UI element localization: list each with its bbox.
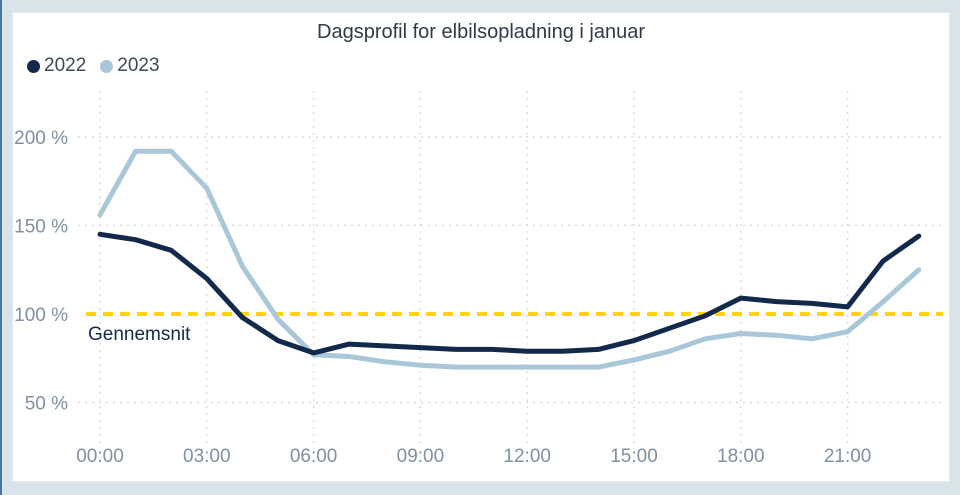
x-axis-tick-label: 09:00	[397, 446, 445, 467]
legend-label-2023: 2023	[117, 55, 160, 76]
x-axis-tick-label: 21:00	[824, 446, 872, 467]
legend-item-2023[interactable]: 2023	[100, 55, 160, 77]
legend-item-2022[interactable]: 2022	[27, 55, 86, 77]
line-chart: 00:00 03:00 06:00 09:00 12:00 15:00 18:00 21:00…	[14, 91, 943, 467]
legend-dot-2022-icon	[27, 59, 40, 73]
x-axis-tick-label: 03:00	[183, 446, 231, 467]
chart-legend: 2022 2023	[27, 55, 160, 77]
y-axis-tick-label: 200 %	[14, 128, 68, 149]
y-axis-tick-label: 50 %	[25, 394, 68, 415]
average-line-label: Gennemsnit	[88, 324, 191, 345]
x-axis-tick-label: 18:00	[717, 446, 765, 467]
x-axis-tick-label: 15:00	[610, 446, 658, 467]
x-axis-tick-label: 12:00	[503, 446, 551, 467]
y-axis-tick-label: 100 %	[14, 305, 68, 326]
chart-title: Dagsprofil for elbilsopladning i januar	[317, 21, 645, 43]
legend-dot-2023-icon	[100, 59, 114, 73]
series-line-2022	[97, 231, 922, 356]
x-axis-tick-label: 00:00	[76, 446, 124, 467]
y-axis-tick-label: 150 %	[14, 217, 68, 238]
x-axis-tick-label: 06:00	[290, 446, 338, 467]
series-line-2023	[97, 148, 922, 370]
chart-card: Dagsprofil for elbilsopladning i januar …	[12, 12, 950, 482]
legend-label-2022: 2022	[44, 55, 87, 76]
